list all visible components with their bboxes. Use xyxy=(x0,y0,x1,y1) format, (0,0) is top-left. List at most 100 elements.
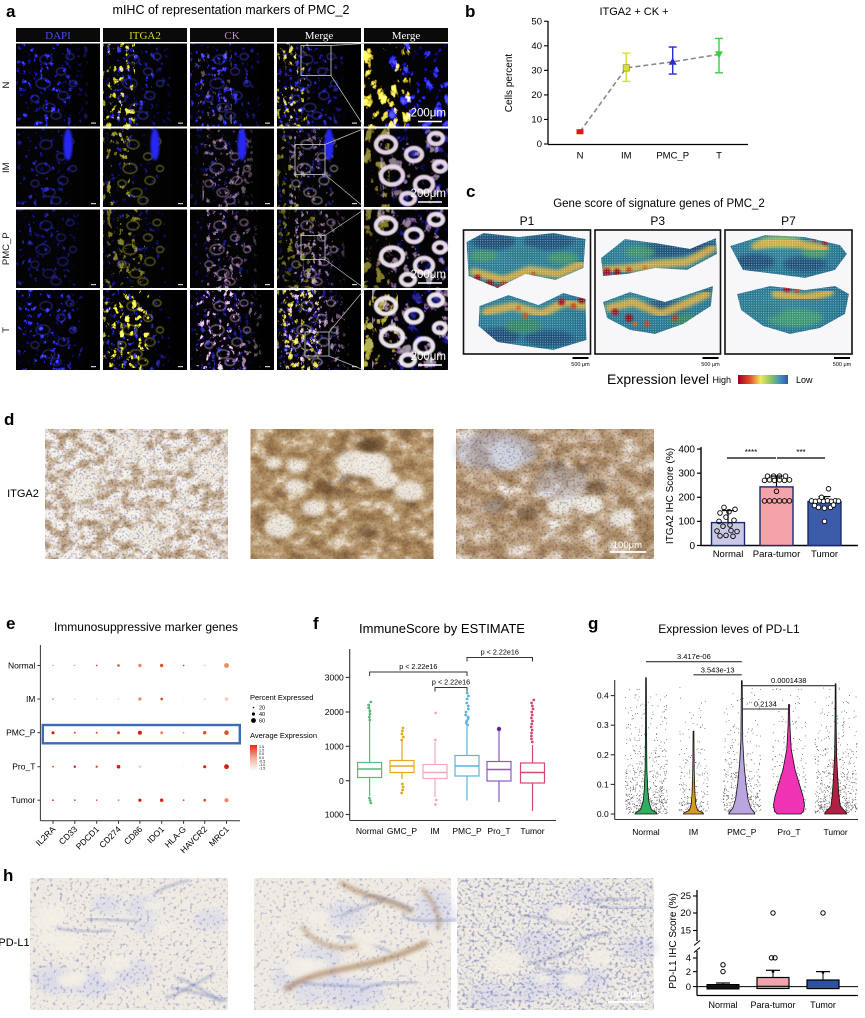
svg-text:IM: IM xyxy=(1,162,12,173)
svg-text:ITGA2: ITGA2 xyxy=(129,30,161,42)
svg-text:400: 400 xyxy=(678,444,695,455)
svg-text:DAPI: DAPI xyxy=(45,30,71,42)
svg-text:0: 0 xyxy=(339,776,344,786)
svg-text:P7: P7 xyxy=(781,214,796,228)
svg-text:500 μm: 500 μm xyxy=(571,362,590,368)
svg-text:***: *** xyxy=(796,448,805,457)
svg-text:0.0001438: 0.0001438 xyxy=(771,676,806,685)
svg-text:High: High xyxy=(712,375,731,385)
svg-text:Para-tumor: Para-tumor xyxy=(750,1000,795,1010)
svg-text:500 μm: 500 μm xyxy=(833,362,852,368)
svg-text:p < 2.22e16: p < 2.22e16 xyxy=(481,648,519,657)
svg-text:T: T xyxy=(1,327,12,333)
svg-text:Tumor: Tumor xyxy=(811,549,838,560)
svg-text:Normal: Normal xyxy=(356,826,384,836)
svg-text:Percent Expressed: Percent Expressed xyxy=(250,693,313,702)
svg-text:1000: 1000 xyxy=(325,742,344,752)
svg-text:0.1: 0.1 xyxy=(597,779,609,789)
svg-text:25: 25 xyxy=(680,891,691,902)
svg-text:N: N xyxy=(1,81,12,88)
svg-text:ImmuneScore by ESTIMATE: ImmuneScore by ESTIMATE xyxy=(359,621,525,636)
svg-text:PMC_P: PMC_P xyxy=(452,826,482,836)
svg-text:P1: P1 xyxy=(520,214,535,228)
svg-text:g: g xyxy=(588,614,598,633)
svg-text:h: h xyxy=(3,866,13,885)
svg-text:a: a xyxy=(6,2,16,21)
svg-text:Tumor: Tumor xyxy=(810,1000,836,1010)
svg-text:f: f xyxy=(313,614,319,633)
svg-text:200μm: 200μm xyxy=(411,351,446,363)
svg-text:200: 200 xyxy=(678,493,695,504)
svg-text:4: 4 xyxy=(686,953,691,964)
svg-text:20: 20 xyxy=(680,908,691,919)
svg-text:500 μm: 500 μm xyxy=(701,362,720,368)
svg-text:200μm: 200μm xyxy=(411,108,446,120)
svg-text:GMC_P: GMC_P xyxy=(387,826,418,836)
svg-text:ITGA2 IHC Score (%): ITGA2 IHC Score (%) xyxy=(665,448,676,544)
svg-text:1.0: 1.0 xyxy=(259,749,264,753)
svg-text:300: 300 xyxy=(678,468,695,479)
svg-text:PMC_P: PMC_P xyxy=(727,827,757,837)
svg-text:Average Expression: Average Expression xyxy=(250,731,317,740)
svg-text:3.543e-13: 3.543e-13 xyxy=(701,665,735,674)
svg-text:Normal: Normal xyxy=(8,661,36,671)
svg-text:Pro_T: Pro_T xyxy=(777,827,800,837)
svg-text:mIHC of representation markers: mIHC of representation markers of PMC_2 xyxy=(113,3,350,17)
svg-text:PMC_P: PMC_P xyxy=(6,728,36,738)
svg-text:50: 50 xyxy=(531,16,542,27)
svg-text:Expression level: Expression level xyxy=(607,371,709,387)
svg-text:0.5: 0.5 xyxy=(259,752,264,756)
svg-text:Tumor: Tumor xyxy=(11,795,35,805)
svg-text:0.3: 0.3 xyxy=(597,720,609,730)
svg-text:20: 20 xyxy=(531,90,542,101)
svg-text:ITGA2 + CK +: ITGA2 + CK + xyxy=(599,6,668,18)
svg-text:p < 2.22e16: p < 2.22e16 xyxy=(432,678,470,687)
svg-text:2000: 2000 xyxy=(325,707,344,717)
svg-text:IM: IM xyxy=(621,151,632,162)
svg-text:Merge: Merge xyxy=(392,30,421,42)
svg-text:Normal: Normal xyxy=(632,827,660,837)
svg-text:Gene score of signature genes: Gene score of signature genes of PMC_2 xyxy=(553,198,765,210)
svg-text:N: N xyxy=(577,151,584,162)
svg-text:Tumor: Tumor xyxy=(823,827,847,837)
svg-text:IM: IM xyxy=(430,826,439,836)
svg-text:CK: CK xyxy=(224,30,239,42)
svg-text:30: 30 xyxy=(531,66,542,77)
svg-text:200μm: 200μm xyxy=(411,188,446,200)
svg-text:100μm: 100μm xyxy=(615,989,644,1000)
svg-text:IM: IM xyxy=(689,827,698,837)
svg-text:T: T xyxy=(716,151,722,162)
svg-text:ITGA2: ITGA2 xyxy=(7,488,39,500)
svg-text:-0.5: -0.5 xyxy=(259,759,265,763)
svg-text:60: 60 xyxy=(259,719,265,725)
svg-text:0: 0 xyxy=(537,139,542,150)
svg-text:IM: IM xyxy=(26,694,35,704)
svg-text:Pro_T: Pro_T xyxy=(12,762,35,772)
svg-text:Normal: Normal xyxy=(713,549,744,560)
svg-text:-1.0: -1.0 xyxy=(259,763,265,767)
svg-text:0.4: 0.4 xyxy=(597,691,609,701)
svg-text:P3: P3 xyxy=(650,214,665,228)
svg-text:0.2: 0.2 xyxy=(597,750,609,760)
svg-text:3.417e-06: 3.417e-06 xyxy=(677,652,711,661)
svg-text:Merge: Merge xyxy=(305,30,334,42)
svg-text:2: 2 xyxy=(686,967,691,978)
svg-text:0.0: 0.0 xyxy=(597,809,609,819)
svg-text:Cells percent: Cells percent xyxy=(504,54,515,113)
svg-text:d: d xyxy=(4,410,14,429)
svg-text:PMC_P: PMC_P xyxy=(1,232,12,265)
svg-text:Immunosuppressive marker genes: Immunosuppressive marker genes xyxy=(54,620,238,634)
svg-text:Low: Low xyxy=(796,375,813,385)
svg-text:10: 10 xyxy=(531,115,542,126)
svg-text:1000: 1000 xyxy=(325,810,344,820)
svg-text:e: e xyxy=(6,614,15,633)
svg-text:****: **** xyxy=(745,448,757,457)
svg-text:PD-L1 IHC Score (%): PD-L1 IHC Score (%) xyxy=(668,893,679,989)
svg-text:200μm: 200μm xyxy=(411,269,446,281)
svg-text:PD-L1: PD-L1 xyxy=(0,937,30,949)
svg-text:c: c xyxy=(466,182,475,201)
svg-text:40: 40 xyxy=(259,712,265,718)
svg-text:100: 100 xyxy=(678,517,695,528)
svg-text:Para-tumor: Para-tumor xyxy=(753,549,801,560)
svg-text:0.2134: 0.2134 xyxy=(754,700,777,709)
